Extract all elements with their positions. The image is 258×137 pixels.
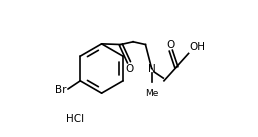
Text: OH: OH <box>189 42 205 52</box>
Text: Me: Me <box>145 89 158 98</box>
Text: HCl: HCl <box>66 114 84 124</box>
Text: Br: Br <box>55 85 67 95</box>
Text: O: O <box>166 40 174 49</box>
Text: O: O <box>126 64 134 73</box>
Text: N: N <box>148 64 156 73</box>
